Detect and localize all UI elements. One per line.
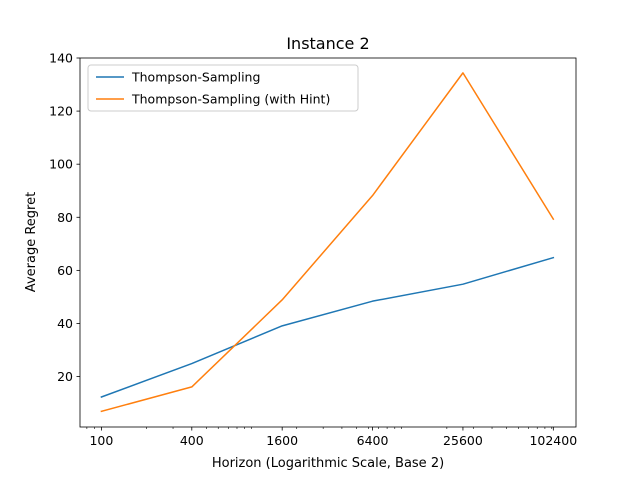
y-tick-label: 20: [57, 369, 73, 384]
x-tick-label: 25600: [443, 433, 483, 448]
x-tick-label: 6400: [357, 433, 389, 448]
series-line-1: [100, 256, 555, 398]
y-tick-label: 140: [49, 51, 73, 66]
y-axis-label: Average Regret: [24, 192, 39, 292]
y-tick-label: 100: [49, 157, 73, 172]
y-tick-label: 40: [57, 316, 73, 331]
legend-label-2: Thompson-Sampling (with Hint): [131, 92, 330, 107]
y-tick-label: 80: [57, 210, 73, 225]
x-axis-label: Horizon (Logarithmic Scale, Base 2): [212, 456, 444, 471]
chart-title: Instance 2: [286, 34, 369, 53]
series-line-2: [100, 72, 555, 413]
legend-box: [87, 64, 359, 112]
x-tick-label: 1600: [266, 433, 298, 448]
y-tick-label: 60: [57, 263, 73, 278]
axes-frame: [79, 57, 577, 428]
x-tick-label: 102400: [529, 433, 577, 448]
x-tick-label: 400: [180, 433, 204, 448]
legend-label-1: Thompson-Sampling: [131, 70, 260, 85]
y-tick-label: 120: [49, 104, 73, 119]
plot-area: 100 400 1600 6400 25600 102400 20 40 60 80 100 120 1…: [49, 51, 577, 449]
x-tick-label: 100: [89, 433, 113, 448]
